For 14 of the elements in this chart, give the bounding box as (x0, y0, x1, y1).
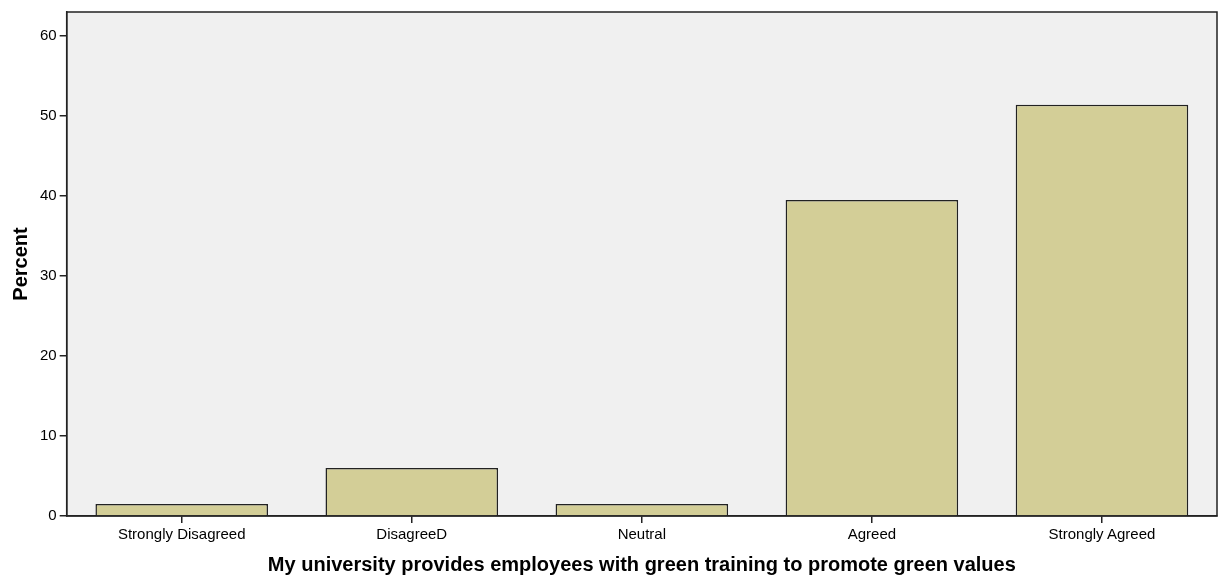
y-axis-title: Percent (8, 226, 31, 301)
y-tick-label: 60 (40, 26, 57, 44)
y-tick-label: 50 (40, 106, 57, 124)
y-tick-label: 20 (40, 346, 57, 364)
x-tick-label: Agreed (847, 525, 897, 543)
y-tick-label: 10 (40, 426, 57, 444)
x-tick-label: Neutral (617, 525, 667, 543)
y-tick-label: 0 (48, 506, 57, 524)
x-tick-label: Strongly Agreed (1048, 525, 1156, 543)
x-axis-title: My university provides employees with green training to promote green values (267, 552, 1016, 575)
y-tick-label: 30 (40, 266, 57, 284)
x-tick-label: DisagreeD (376, 525, 448, 543)
y-tick-label: 40 (40, 186, 57, 204)
x-tick-label: Strongly Disagreed (117, 525, 246, 543)
